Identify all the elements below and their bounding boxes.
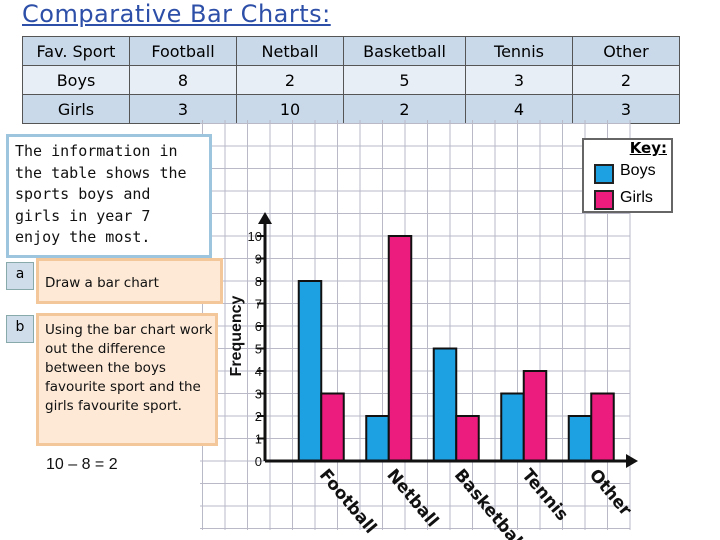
bar-boys-other	[567, 415, 593, 462]
table-header-cell: Basketball	[343, 36, 466, 66]
table-cell: Boys	[22, 65, 130, 95]
table-row-girls: Girls 3 10 2 4 3	[22, 94, 680, 124]
table-cell: Girls	[22, 94, 130, 124]
legend-label-girls: Girls	[620, 189, 653, 206]
question-a-label: a	[6, 262, 34, 290]
table-cell: 4	[465, 94, 573, 124]
question-b-box: Using the bar chart work out the differe…	[36, 313, 218, 446]
table-header-cell: Football	[129, 36, 237, 66]
y-axis-label: Frequency	[228, 295, 245, 376]
table-header-cell: Tennis	[465, 36, 573, 66]
table-cell: 2	[236, 65, 344, 95]
table-cell: 3	[129, 94, 237, 124]
y-tick-label: 0	[255, 454, 262, 469]
legend-swatch-boys	[594, 164, 614, 184]
table-cell: 3	[465, 65, 573, 95]
y-axis-arrow	[258, 212, 272, 224]
bar-boys-football	[297, 280, 323, 462]
table-cell: 5	[343, 65, 466, 95]
question-b-label: b	[6, 315, 34, 343]
chart-ticks: 0 1 2 3 4 5 6 7 8 9 10	[248, 229, 265, 469]
data-table: Fav. Sport Football Netball Basketball T…	[22, 36, 680, 124]
x-category-label: Other	[585, 465, 636, 520]
bar-girls-tennis	[522, 370, 548, 462]
y-tick-label: 6	[255, 319, 262, 334]
legend-title: Key:	[629, 139, 667, 157]
y-tick-label: 10	[248, 229, 262, 244]
y-tick-label: 7	[255, 297, 262, 312]
bar-boys-netball	[365, 415, 390, 462]
table-cell: 3	[572, 94, 680, 124]
table-cell: 10	[236, 94, 344, 124]
chart-axes	[258, 212, 638, 468]
bar-girls-football	[320, 392, 345, 462]
question-a-box: Draw a bar chart	[36, 258, 223, 304]
y-tick-label: 8	[255, 274, 262, 289]
bar-boys-basketball	[432, 347, 458, 462]
table-header-cell: Other	[572, 36, 680, 66]
x-category-label: Tennis	[517, 465, 572, 525]
answer-text: 10 – 8 = 2	[46, 456, 118, 473]
y-tick-label: 9	[255, 252, 262, 267]
chart-bars	[297, 235, 615, 462]
legend-swatch-girls	[594, 190, 614, 210]
info-box: The information in the table shows the s…	[6, 134, 212, 258]
y-tick-label: 3	[255, 387, 262, 402]
bar-girls-netball	[387, 235, 413, 462]
x-axis-arrow	[626, 454, 638, 468]
table-header-row: Fav. Sport Football Netball Basketball T…	[22, 36, 680, 66]
table-header-cell: Fav. Sport	[22, 36, 130, 66]
bar-boys-tennis	[500, 392, 525, 462]
table-cell: 8	[129, 65, 237, 95]
y-tick-label: 5	[255, 342, 262, 357]
y-tick-label: 2	[255, 409, 262, 424]
y-tick-label: 4	[255, 364, 262, 379]
legend-label-boys: Boys	[620, 162, 656, 179]
table-row-boys: Boys 8 2 5 3 2	[22, 65, 680, 95]
y-tick-label: 1	[255, 432, 262, 447]
bar-girls-basketball	[455, 415, 480, 462]
x-category-label: Football	[315, 465, 380, 537]
bar-girls-other	[590, 392, 615, 462]
page-title: Comparative Bar Charts:	[22, 0, 331, 28]
chart-legend: Key: Boys Girls	[582, 138, 673, 213]
x-category-label: Netball	[382, 465, 442, 531]
